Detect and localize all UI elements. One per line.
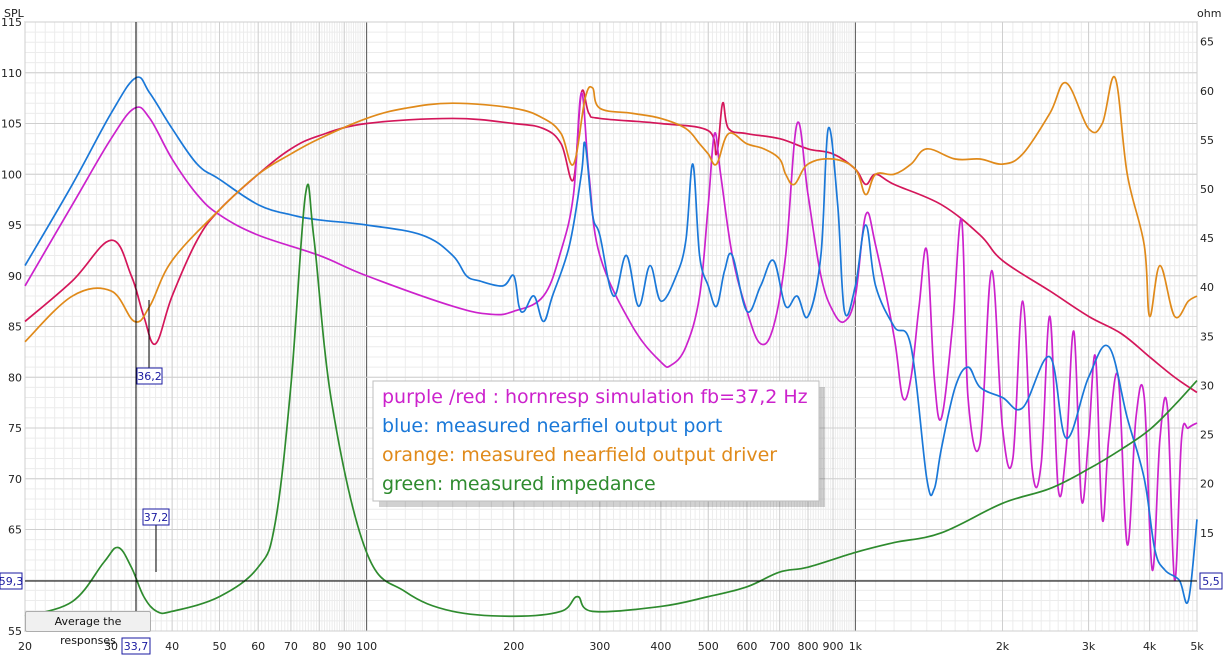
x-tick-label: 4k bbox=[1143, 640, 1157, 653]
y-tick-label: 115 bbox=[1, 16, 22, 29]
x-tick-label: 40 bbox=[165, 640, 179, 653]
series-line-purple bbox=[24, 92, 1198, 582]
legend-box: purple /red : hornresp simulation fb=37,… bbox=[372, 380, 825, 507]
y2-tick-label: 65 bbox=[1200, 36, 1214, 49]
y-axis-ticks: 556065707580859095100105110115 bbox=[1, 16, 22, 638]
x-tick-label: 400 bbox=[650, 640, 671, 653]
x-tick-label: 2k bbox=[996, 640, 1010, 653]
y2-tick-label: 25 bbox=[1200, 429, 1214, 442]
x-tick-label: 100 bbox=[356, 640, 377, 653]
x-tick-label: 30 bbox=[104, 640, 118, 653]
x-tick-label: 500 bbox=[698, 640, 719, 653]
y2-tick-label: 35 bbox=[1200, 330, 1214, 343]
y2-tick-label: 15 bbox=[1200, 527, 1214, 540]
legend-line-blue: blue: measured nearfiel output port bbox=[382, 415, 722, 437]
x-tick-label: 300 bbox=[589, 640, 610, 653]
x-tick-label: 70 bbox=[284, 640, 298, 653]
y2-tick-label: 50 bbox=[1200, 183, 1214, 196]
legend-line-purple-red: purple /red : hornresp simulation fb=37,… bbox=[382, 386, 808, 408]
y-tick-label: 75 bbox=[8, 422, 22, 435]
marker1-label: 36,2 bbox=[137, 370, 162, 383]
y2-axis-ticks: 101520253035404550556065 bbox=[1200, 36, 1214, 589]
y-tick-label: 55 bbox=[8, 625, 22, 638]
x-axis-ticks: 20 30 40 50 60 70 80 90 100 200 300 400 500 600 700 800… bbox=[18, 640, 1204, 653]
y2-tick-label: 60 bbox=[1200, 85, 1214, 98]
marker2-box[interactable] bbox=[142, 508, 170, 526]
y-tick-label: 70 bbox=[8, 473, 22, 486]
y-axis-title: SPL bbox=[4, 7, 25, 20]
left-readout: 59,3 bbox=[0, 575, 23, 588]
y-tick-label: 85 bbox=[8, 321, 22, 334]
legend-line-orange: orange: measured nearfield output driver bbox=[382, 444, 777, 466]
right-readout: 5,5 bbox=[1202, 575, 1220, 588]
series-layer bbox=[24, 75, 1198, 618]
x-tick-label: 700 bbox=[769, 640, 790, 653]
x-readout-box bbox=[121, 637, 151, 655]
x-tick-label: 80 bbox=[312, 640, 326, 653]
x-tick-label: 20 bbox=[18, 640, 32, 653]
series-line-red bbox=[24, 89, 1198, 394]
y-tick-label: 90 bbox=[8, 270, 22, 283]
legend-line-green: green: measured impedance bbox=[382, 473, 656, 495]
x-tick-label: 200 bbox=[503, 640, 524, 653]
left-readout-box bbox=[0, 572, 23, 590]
average-responses-button[interactable]: Average the responses bbox=[25, 611, 151, 647]
marker2-label: 37,2 bbox=[144, 511, 169, 524]
marker1-box[interactable] bbox=[136, 367, 163, 385]
y2-tick-label: 45 bbox=[1200, 232, 1214, 245]
y2-tick-label: 30 bbox=[1200, 379, 1214, 392]
right-readout-box bbox=[1199, 572, 1223, 590]
x-tick-label: 600 bbox=[736, 640, 757, 653]
series-line-green bbox=[24, 183, 1198, 618]
series-line-orange bbox=[24, 75, 1198, 343]
x-tick-label: 800 bbox=[798, 640, 819, 653]
y-tick-label: 95 bbox=[8, 219, 22, 232]
y-tick-label: 110 bbox=[1, 67, 22, 80]
y2-tick-label: 55 bbox=[1200, 134, 1214, 147]
x-tick-label: 900 bbox=[823, 640, 844, 653]
x-tick-label: 60 bbox=[251, 640, 265, 653]
y2-tick-label: 20 bbox=[1200, 478, 1214, 491]
y2-axis-title: ohm bbox=[1197, 7, 1221, 20]
x-tick-label: 50 bbox=[212, 640, 226, 653]
series-line-blue bbox=[24, 76, 1198, 604]
y2-tick-label: 40 bbox=[1200, 281, 1214, 294]
x-tick-label: 1k bbox=[849, 640, 863, 653]
x-readout: 33,7 bbox=[124, 640, 149, 653]
x-tick-label: 3k bbox=[1082, 640, 1096, 653]
y-tick-label: 65 bbox=[8, 524, 22, 537]
y-tick-label: 100 bbox=[1, 168, 22, 181]
y-tick-label: 105 bbox=[1, 118, 22, 131]
x-tick-label: 5k bbox=[1190, 640, 1204, 653]
x-tick-label: 90 bbox=[337, 640, 351, 653]
y-tick-label: 80 bbox=[8, 371, 22, 384]
